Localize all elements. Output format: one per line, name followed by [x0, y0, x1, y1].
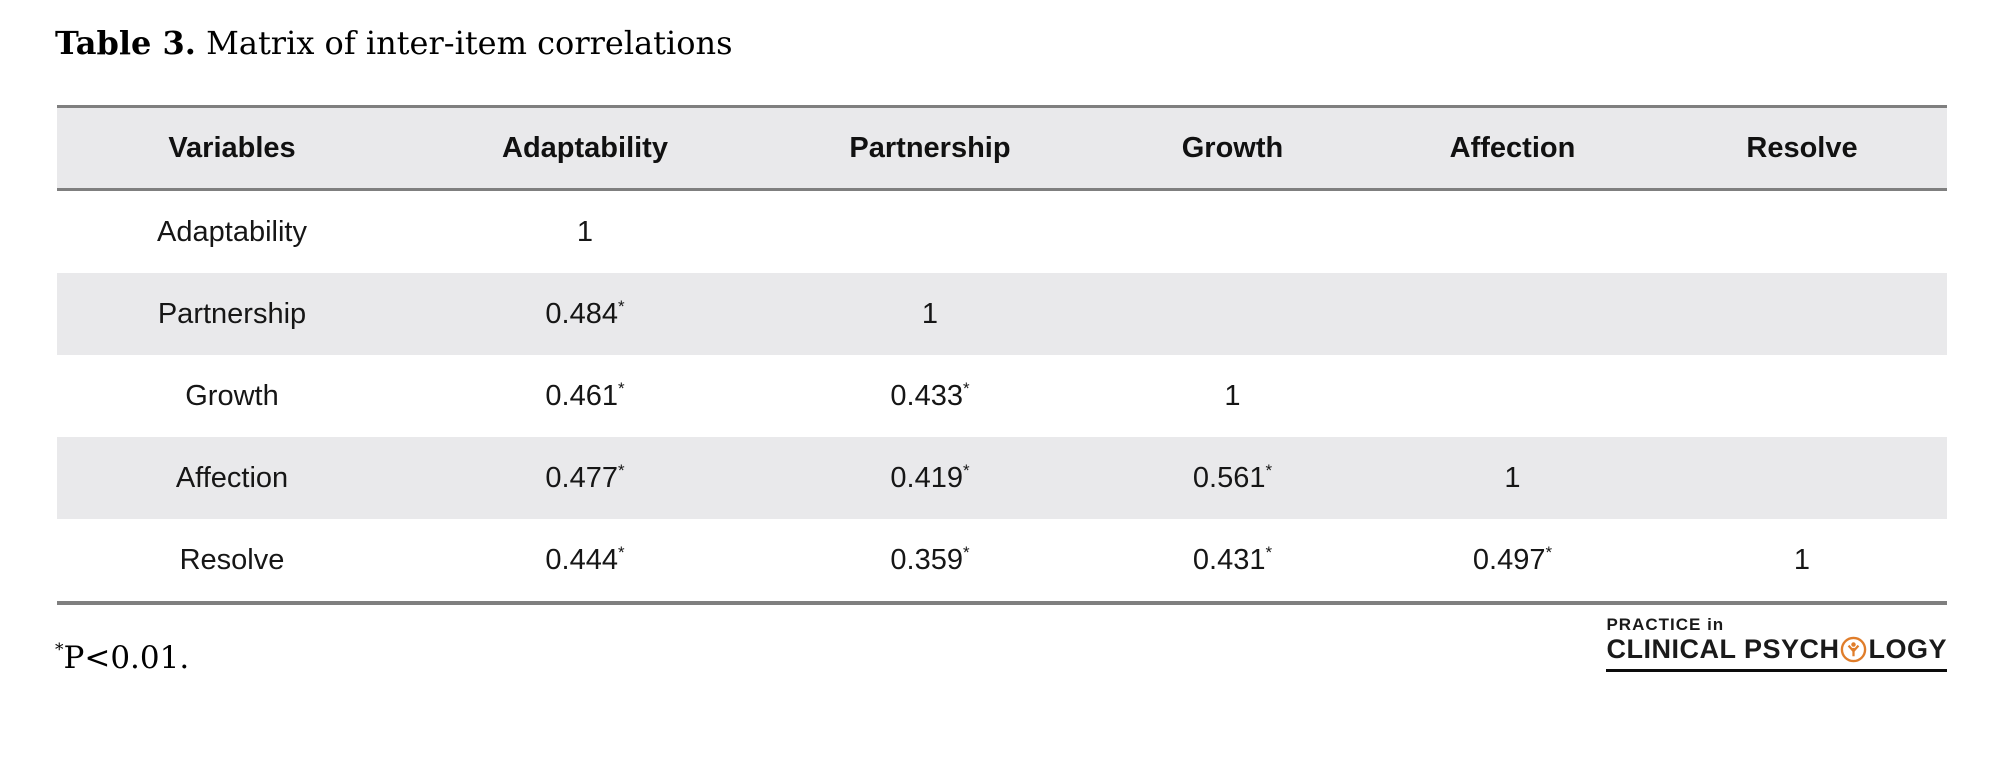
- correlation-matrix-table: Variables Adaptability Partnership Growt…: [57, 105, 1947, 605]
- correlation-cell: [1657, 273, 1947, 355]
- row-label: Adaptability: [157, 215, 307, 248]
- correlation-cell: 0.419*: [763, 437, 1097, 519]
- correlation-cell: 0.497*: [1368, 519, 1657, 605]
- correlation-cell: 1: [763, 273, 1097, 355]
- col-header-resolve: Resolve: [1657, 105, 1947, 191]
- correlation-cell: 1: [576, 215, 594, 248]
- correlation-cell: 0.444*: [407, 519, 763, 605]
- col-header-adaptability: Adaptability: [407, 105, 763, 191]
- header-row: Variables Adaptability Partnership Growt…: [57, 105, 1947, 191]
- correlation-cell: 0.561*: [1097, 437, 1368, 519]
- table-row: Adaptability 1: [57, 190, 1947, 274]
- correlation-cell: [1657, 437, 1947, 519]
- correlation-cell: 0.431*: [1097, 519, 1368, 605]
- correlation-cell: [1368, 355, 1657, 437]
- row-label: Resolve: [57, 519, 407, 605]
- logo-text-right: LOGY: [1868, 634, 1947, 664]
- correlation-cell: [1368, 190, 1657, 274]
- table-number: Table 3.: [55, 24, 196, 62]
- correlation-cell: 0.433*: [890, 378, 970, 412]
- correlation-cell: 1: [1657, 519, 1947, 605]
- correlation-cell: [1097, 273, 1368, 355]
- person-in-circle-icon: [1841, 636, 1867, 662]
- col-header-growth: Growth: [1097, 105, 1368, 191]
- correlation-cell: [763, 190, 1097, 274]
- table-row: Affection 0.477* 0.419* 0.561* 1: [57, 437, 1947, 519]
- table-row: Resolve 0.444* 0.359* 0.431* 0.497* 1: [57, 519, 1947, 605]
- correlation-cell: 0.477*: [407, 437, 763, 519]
- table-row: Growth 0.461* 0.433* 1: [57, 355, 1947, 437]
- col-header-affection: Affection: [1368, 105, 1657, 191]
- correlation-cell: [1657, 355, 1947, 437]
- row-label: Growth: [185, 379, 279, 412]
- journal-logo: PRACTICE in CLINICAL PSYCH LOGY: [1606, 616, 1947, 672]
- table-caption: Table 3. Matrix of inter-item correlatio…: [55, 24, 733, 62]
- col-header-variables: Variables: [57, 105, 407, 191]
- footnote: *P<0.01.: [55, 640, 189, 676]
- row-label: Partnership: [57, 273, 407, 355]
- correlation-cell: [1368, 273, 1657, 355]
- correlation-cell: [1097, 190, 1368, 274]
- col-header-partnership: Partnership: [763, 105, 1097, 191]
- logo-line2: CLINICAL PSYCH LOGY: [1606, 634, 1947, 664]
- table-caption-text: Matrix of inter-item correlations: [206, 24, 733, 62]
- correlation-cell: 0.461*: [545, 378, 625, 412]
- footnote-asterisk: *: [55, 640, 64, 660]
- correlation-cell: 0.359*: [763, 519, 1097, 605]
- footnote-text: P<0.01.: [63, 640, 190, 676]
- table-row: Partnership 0.484* 1: [57, 273, 1947, 355]
- correlation-cell: 1: [1224, 379, 1241, 412]
- logo-line1: PRACTICE in: [1606, 615, 1725, 634]
- row-label: Affection: [57, 437, 407, 519]
- correlation-cell: 1: [1368, 437, 1657, 519]
- correlation-cell: 0.484*: [407, 273, 763, 355]
- logo-text-left: CLINICAL PSYCH: [1606, 634, 1840, 664]
- correlation-cell: [1657, 190, 1947, 274]
